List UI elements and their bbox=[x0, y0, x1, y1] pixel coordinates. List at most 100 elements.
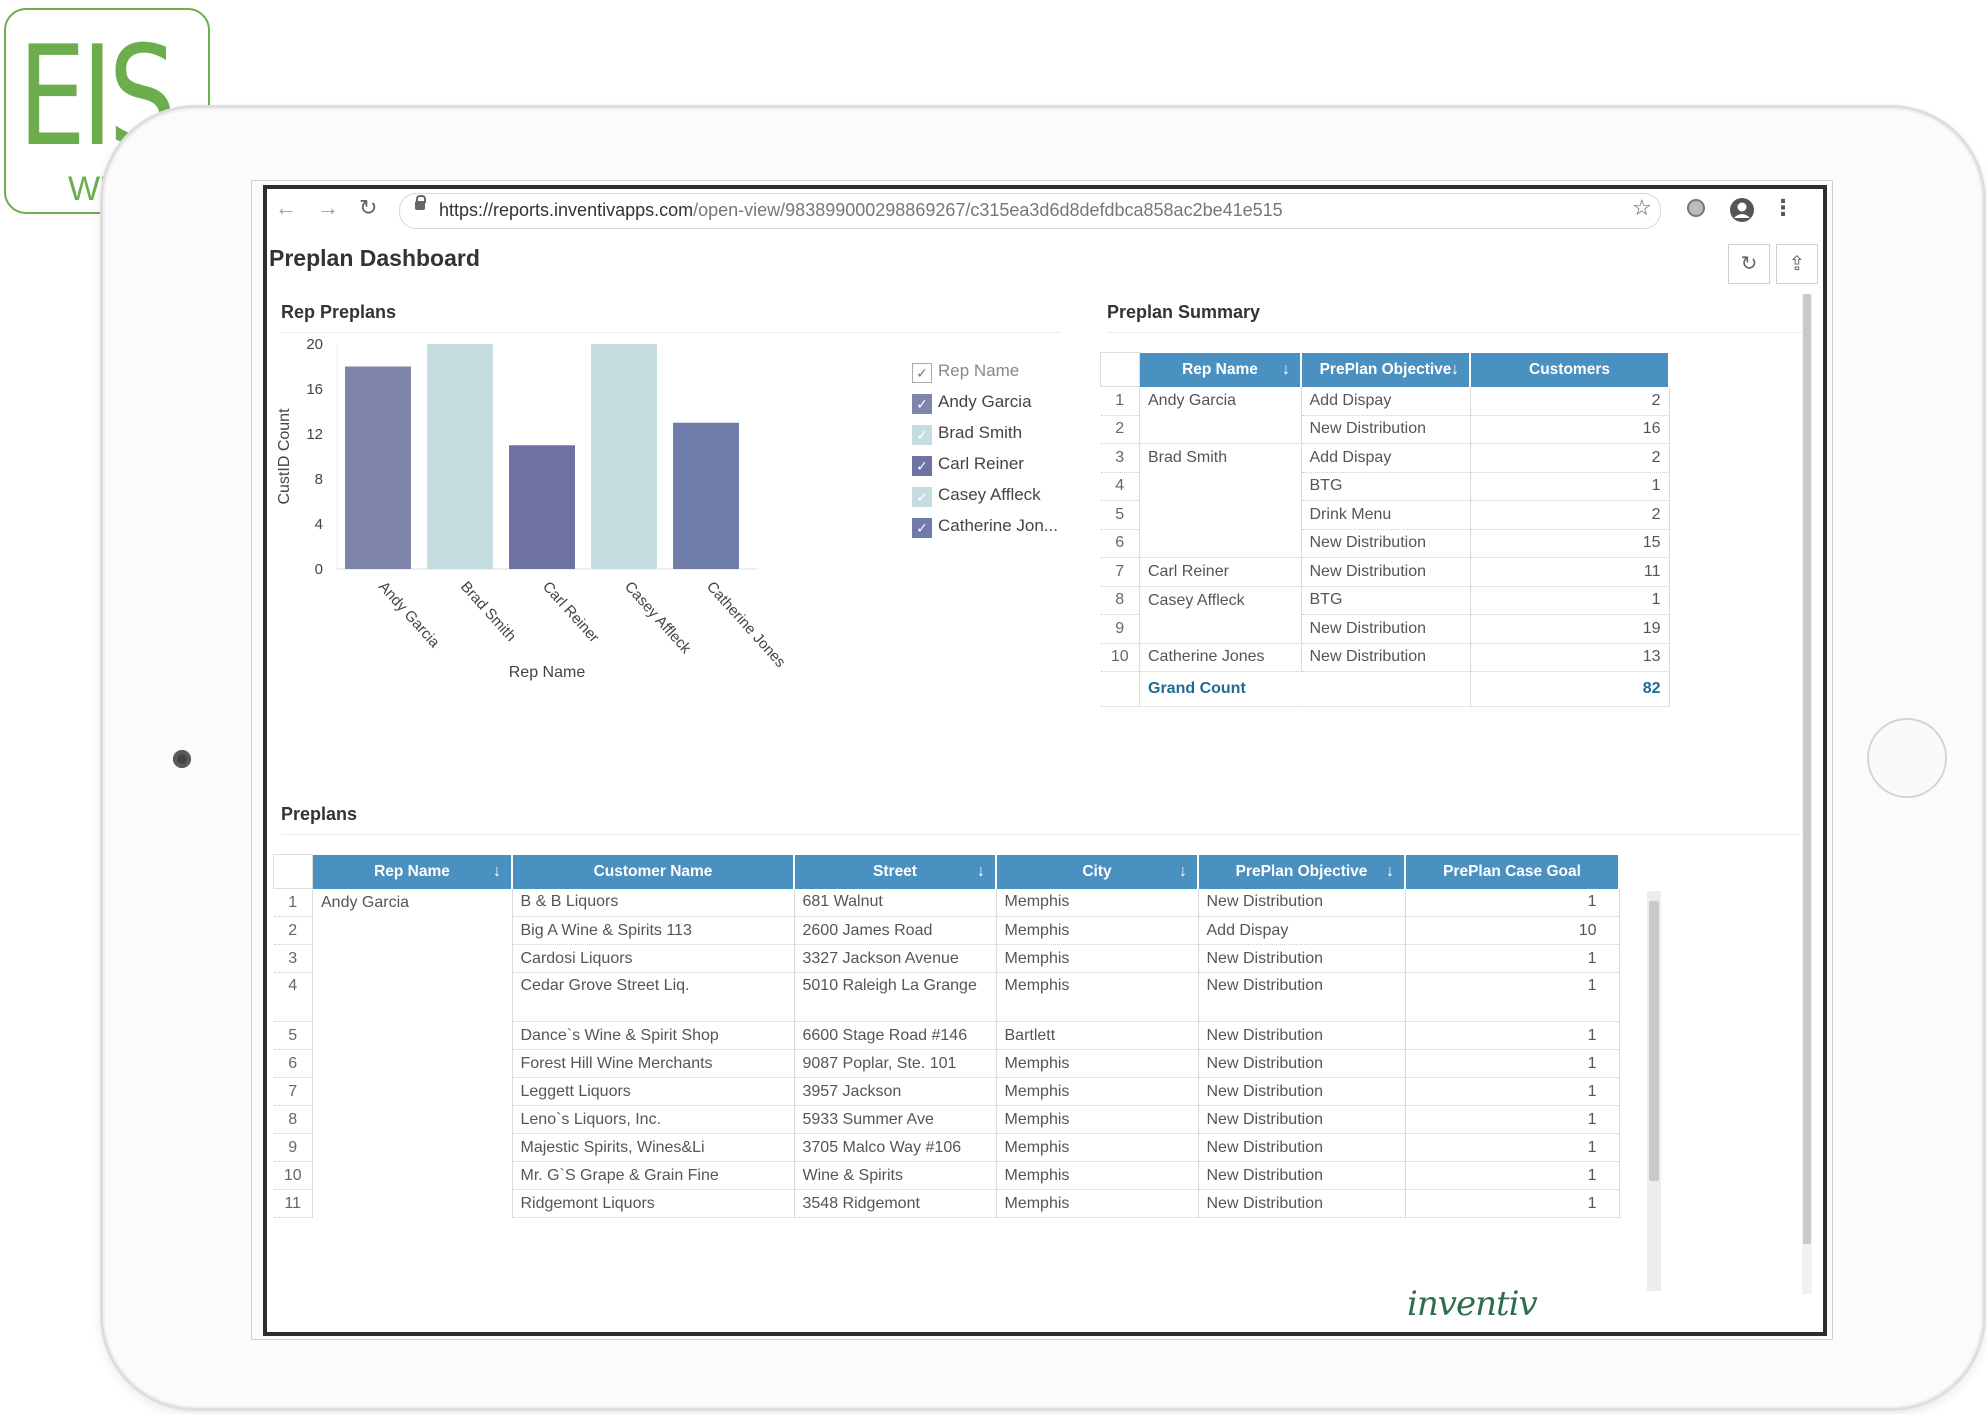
legend-checkbox[interactable]: ✓ bbox=[912, 518, 932, 538]
legend-label: Catherine Jon... bbox=[938, 516, 1059, 535]
cell-objective: New Distribution bbox=[1198, 888, 1406, 917]
cell-rep-name bbox=[312, 916, 513, 945]
back-icon[interactable]: ← bbox=[275, 195, 297, 220]
table-row[interactable]: 10 Mr. G`S Grape & Grain Fine Wine & Spiri… bbox=[273, 1161, 1620, 1190]
cell-street: 2600 James Road bbox=[794, 916, 997, 945]
table-row[interactable]: 8 Casey Affleck BTG 1 bbox=[1100, 586, 1670, 615]
table-row[interactable]: 1 Andy Garcia Add Dispay 2 bbox=[1100, 386, 1670, 416]
cell-street: 9087 Poplar, Ste. 101 bbox=[794, 1049, 997, 1078]
cell-objective: BTG bbox=[1301, 586, 1471, 615]
table-row[interactable]: 4 BTG 1 bbox=[1100, 472, 1670, 501]
bookmark-star-icon[interactable]: ☆ bbox=[1632, 195, 1652, 220]
x-tick-label: Catherine Jones bbox=[703, 578, 789, 671]
row-index: 8 bbox=[1100, 586, 1140, 615]
cell-rep-name bbox=[312, 1049, 513, 1078]
cell-case-goal: 1 bbox=[1405, 1133, 1620, 1162]
table-row[interactable]: 7 Leggett Liquors 3957 Jackson Memphis New D… bbox=[273, 1077, 1620, 1106]
grand-total-row: Grand Count 82 bbox=[1100, 671, 1670, 707]
tablet-camera bbox=[173, 750, 191, 768]
cell-rep-name bbox=[1139, 614, 1302, 644]
col-preplan-objective[interactable]: PrePlan Objective ↓ bbox=[1198, 854, 1406, 889]
sort-down-icon[interactable]: ↓ bbox=[1386, 862, 1394, 880]
legend-label: Casey Affleck bbox=[938, 485, 1041, 504]
table-row[interactable]: 4 Cedar Grove Street Liq. 5010 Raleigh La … bbox=[273, 972, 1620, 1022]
row-index: 9 bbox=[273, 1133, 313, 1162]
forward-icon[interactable]: → bbox=[317, 195, 339, 220]
col-customer-name-label: Customer Name bbox=[593, 862, 713, 880]
table-row[interactable]: 9 New Distribution 19 bbox=[1100, 614, 1670, 644]
row-index: 2 bbox=[273, 916, 313, 945]
row-index: 6 bbox=[273, 1049, 313, 1078]
col-customer-name[interactable]: Customer Name bbox=[512, 854, 795, 889]
cell-objective: New Distribution bbox=[1301, 643, 1471, 672]
table-row[interactable]: 11 Ridgemont Liquors 3548 Ridgemont Memphis… bbox=[273, 1189, 1620, 1218]
legend-title-checkbox[interactable]: ✓ bbox=[912, 363, 932, 383]
cell-objective: New Distribution bbox=[1198, 1077, 1406, 1106]
refresh-button[interactable]: ↻ bbox=[1728, 244, 1770, 284]
cell-objective: New Distribution bbox=[1301, 529, 1471, 558]
corner-cell bbox=[273, 854, 313, 889]
col-rep-name[interactable]: Rep Name ↓ bbox=[312, 854, 513, 889]
url-host: https://reports.inventivapps.com bbox=[439, 200, 694, 220]
table-row[interactable]: 3 Cardosi Liquors 3327 Jackson Avenue Memph… bbox=[273, 944, 1620, 973]
table-scrollbar[interactable] bbox=[1647, 891, 1661, 1291]
profile-icon[interactable] bbox=[1729, 197, 1755, 223]
cell-case-goal: 1 bbox=[1405, 972, 1620, 1022]
cell-objective: New Distribution bbox=[1301, 614, 1471, 644]
table-row[interactable]: 1 Andy Garcia B & B Liquors 681 Walnut Memph… bbox=[273, 888, 1620, 917]
col-case-goal[interactable]: PrePlan Case Goal bbox=[1405, 854, 1620, 889]
col-rep-name[interactable]: Rep Name ↓ bbox=[1139, 352, 1302, 387]
cell-case-goal: 1 bbox=[1405, 1189, 1620, 1218]
row-index: 3 bbox=[1100, 443, 1140, 473]
table-row[interactable]: 2 New Distribution 16 bbox=[1100, 415, 1670, 444]
col-customers[interactable]: Customers bbox=[1470, 352, 1670, 387]
sort-down-icon[interactable]: ↓ bbox=[1282, 360, 1290, 378]
x-tick-label: Casey Affleck bbox=[621, 578, 695, 657]
table-row[interactable]: 7 Carl Reiner New Distribution 11 bbox=[1100, 557, 1670, 587]
legend-checkbox[interactable]: ✓ bbox=[912, 456, 932, 476]
address-bar[interactable] bbox=[399, 193, 1661, 229]
table-row[interactable]: 3 Brad Smith Add Dispay 2 bbox=[1100, 443, 1670, 473]
table-row[interactable]: 6 Forest Hill Wine Merchants 9087 Poplar, … bbox=[273, 1049, 1620, 1078]
cell-objective: New Distribution bbox=[1198, 1049, 1406, 1078]
cell-case-goal: 1 bbox=[1405, 1077, 1620, 1106]
table-scrollbar-thumb[interactable] bbox=[1649, 901, 1659, 1181]
menu-kebab-icon[interactable]: ⋮ bbox=[1772, 195, 1794, 220]
cell-rep-name bbox=[1139, 472, 1302, 501]
url-text[interactable]: https://reports.inventivapps.com/open-vi… bbox=[439, 200, 1283, 221]
page-scrollbar-thumb[interactable] bbox=[1803, 294, 1811, 1244]
cell-customers: 2 bbox=[1470, 386, 1670, 416]
browser-toolbar: ← → ↻ https://reports.inventivapps.com/o… bbox=[267, 189, 1823, 231]
legend-checkbox[interactable]: ✓ bbox=[912, 487, 932, 507]
sort-down-icon[interactable]: ↓ bbox=[493, 862, 501, 880]
col-street[interactable]: Street ↓ bbox=[794, 854, 997, 889]
preplans-table: Rep Name ↓ Customer Name Street ↓ City ↓ Pr… bbox=[273, 854, 1620, 1218]
cell-rep-name: Catherine Jones bbox=[1139, 643, 1302, 672]
col-objective-label: PrePlan Objective bbox=[1235, 862, 1368, 880]
legend-checkbox[interactable]: ✓ bbox=[912, 394, 932, 414]
cell-customers: 13 bbox=[1470, 643, 1670, 672]
sort-down-icon[interactable]: ↓ bbox=[1179, 862, 1187, 880]
table-row[interactable]: 8 Leno`s Liquors, Inc. 5933 Summer Ave Memp… bbox=[273, 1105, 1620, 1134]
cell-customers: 2 bbox=[1470, 443, 1670, 473]
table-row[interactable]: 2 Big A Wine & Spirits 113 2600 James Road… bbox=[273, 916, 1620, 945]
table-row[interactable]: 6 New Distribution 15 bbox=[1100, 529, 1670, 558]
extension-icon[interactable] bbox=[1685, 197, 1707, 219]
cell-customer-name: Leggett Liquors bbox=[512, 1077, 795, 1106]
page-scrollbar[interactable] bbox=[1802, 294, 1812, 1294]
col-preplan-objective[interactable]: PrePlan Objective ↓ bbox=[1301, 352, 1471, 387]
col-city[interactable]: City ↓ bbox=[996, 854, 1199, 889]
table-row[interactable]: 5 Drink Menu 2 bbox=[1100, 500, 1670, 530]
table-row[interactable]: 9 Majestic Spirits, Wines&Li 3705 Malco Wa… bbox=[273, 1133, 1620, 1162]
sort-down-icon[interactable]: ↓ bbox=[1451, 360, 1459, 378]
sort-down-icon[interactable]: ↓ bbox=[977, 862, 985, 880]
cell-rep-name bbox=[312, 1105, 513, 1134]
cell-customer-name: Dance`s Wine & Spirit Shop bbox=[512, 1021, 795, 1050]
table-row[interactable]: 5 Dance`s Wine & Spirit Shop 6600 Stage Ro… bbox=[273, 1021, 1620, 1050]
col-street-label: Street bbox=[873, 862, 917, 880]
export-button[interactable]: ⇪ bbox=[1776, 244, 1818, 284]
cell-rep-name bbox=[1139, 415, 1302, 444]
reload-icon[interactable]: ↻ bbox=[359, 195, 378, 220]
table-row[interactable]: 10 Catherine Jones New Distribution 13 bbox=[1100, 643, 1670, 672]
legend-checkbox[interactable]: ✓ bbox=[912, 425, 932, 445]
